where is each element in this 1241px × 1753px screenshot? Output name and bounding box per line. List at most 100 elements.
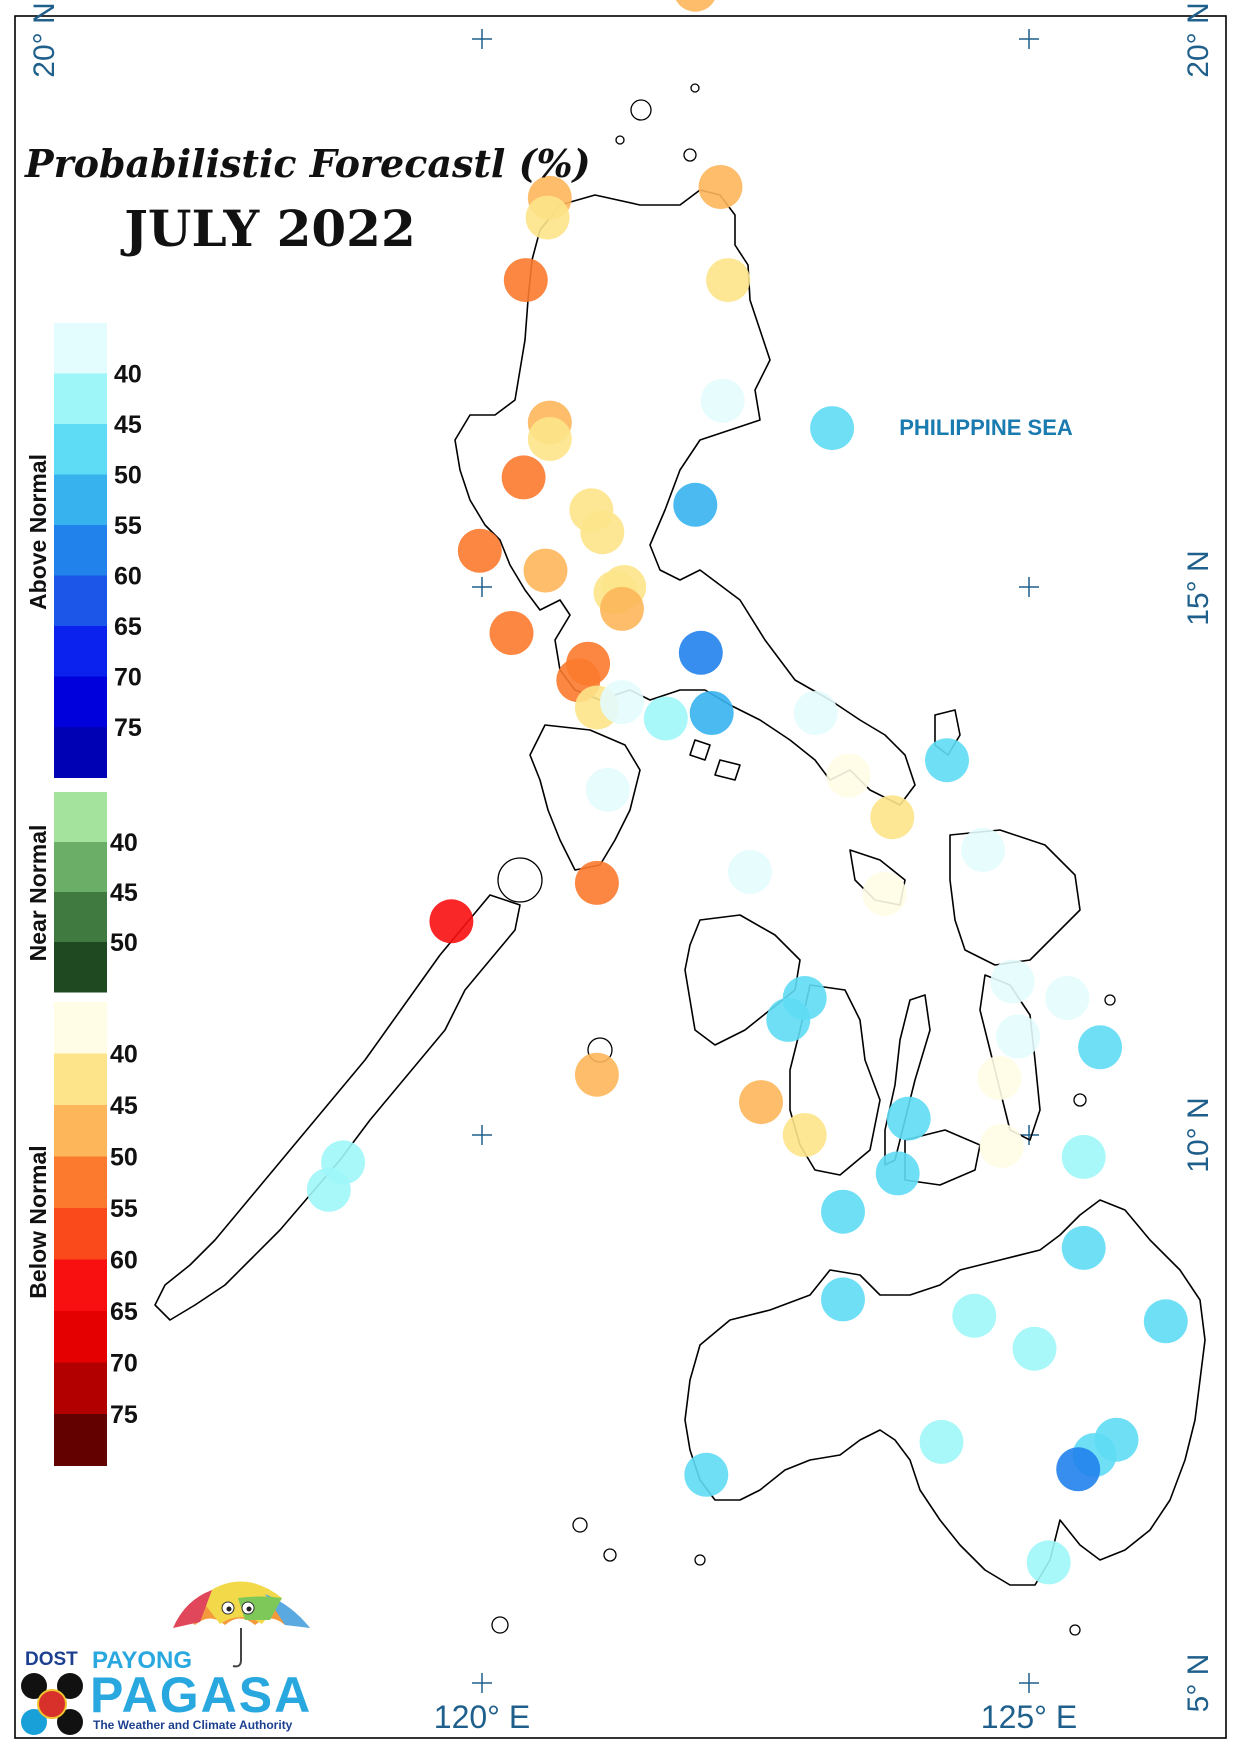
- legend-swatch: [54, 323, 107, 374]
- legend-near-swatches: [54, 792, 107, 993]
- station-marker: [523, 548, 568, 593]
- station-marker: [875, 1151, 920, 1196]
- legend-swatch: [54, 1311, 107, 1363]
- samar-outline: [949, 829, 1081, 966]
- station-marker: [600, 586, 644, 631]
- legend-tick-label: 40: [110, 829, 138, 857]
- legend-swatch: [54, 676, 107, 728]
- legend-near-title: Near Normal: [25, 825, 51, 962]
- station-marker: [1045, 976, 1090, 1020]
- legend-above-ticks: 40 45 50 55 60 65 70 75: [114, 361, 142, 743]
- legend-near-ticks: 40 45 50: [110, 829, 138, 957]
- lat-label-20-left: 20° N: [28, 2, 61, 77]
- station-marker: [501, 455, 546, 500]
- legend-near-normal: Near Normal 40 45 50: [25, 792, 138, 993]
- station-marker: [886, 1096, 931, 1141]
- legend-tick-label: 45: [114, 411, 142, 439]
- legend-tick-label: 65: [110, 1298, 138, 1326]
- legend-swatch: [54, 942, 107, 993]
- leyte-outline: [979, 974, 1041, 1141]
- lon-label-125: 125° E: [981, 1699, 1077, 1735]
- lat-label-15-right: 15° N: [1182, 550, 1215, 625]
- legend-swatch: [54, 474, 107, 526]
- station-marker: [525, 195, 570, 240]
- lat-label-20-right: 20° N: [1182, 2, 1215, 77]
- station-marker: [1143, 1299, 1188, 1344]
- legend-swatch: [54, 1053, 107, 1106]
- legend-above-normal: Above Normal 40 45 50 55 60 65 70 75: [25, 323, 142, 778]
- palawan-outline: [154, 894, 521, 1321]
- legend-tick-label: 70: [114, 664, 142, 692]
- legend-swatch: [54, 792, 107, 843]
- lat-label-10-right: 10° N: [1182, 1097, 1215, 1172]
- station-marker: [700, 378, 745, 423]
- station-marker: [1026, 1540, 1071, 1585]
- legend-swatch: [54, 626, 107, 677]
- dost-seal-icon: [21, 1673, 83, 1735]
- station-marker: [585, 767, 630, 812]
- legend-tick-label: 50: [110, 1144, 138, 1172]
- legend-swatch: [54, 892, 107, 943]
- station-marker: [952, 1293, 997, 1338]
- legend-below-ticks: 40 45 50 55 60 65 70 75: [110, 1041, 138, 1430]
- legend-swatch: [54, 1105, 107, 1157]
- legend-swatch: [54, 1002, 107, 1054]
- station-marker: [643, 696, 688, 741]
- lon-label-120: 120° E: [434, 1699, 530, 1735]
- legend-tick-label: 40: [110, 1041, 138, 1069]
- station-marker: [457, 528, 502, 573]
- legend-tick-label: 75: [114, 714, 142, 742]
- station-marker: [766, 997, 811, 1042]
- legend-swatch: [54, 373, 107, 425]
- legend-tick-label: 70: [110, 1350, 138, 1378]
- legend-tick-label: 45: [110, 879, 138, 907]
- station-marker: [698, 165, 743, 209]
- station-marker: [793, 691, 838, 735]
- legend-tick-label: 60: [110, 1247, 138, 1275]
- legend-swatch: [54, 1208, 107, 1260]
- legend-tick-label: 75: [110, 1401, 138, 1429]
- station-marker: [977, 1056, 1022, 1100]
- station-marker: [1012, 1326, 1057, 1371]
- legend-above-title: Above Normal: [25, 454, 51, 610]
- station-marker: [870, 795, 915, 840]
- station-marker: [810, 406, 855, 451]
- umbrella-icon: [173, 1581, 310, 1668]
- legend-tick-label: 65: [114, 613, 142, 641]
- station-marker: [990, 959, 1035, 1004]
- station-marker: [1061, 1225, 1106, 1270]
- station-marker: [862, 871, 907, 916]
- logo-payong-text: PAYONG: [92, 1647, 192, 1674]
- pagasa-logo: DOST PAYONG PAGASA The Weather and Clima…: [21, 1581, 310, 1735]
- station-marker: [574, 860, 619, 905]
- station-marker: [503, 258, 548, 303]
- station-marker: [306, 1167, 351, 1212]
- forecast-stations: [306, 0, 1188, 1585]
- map-subtitle: JULY 2022: [120, 199, 415, 258]
- negros-outline: [789, 984, 881, 1176]
- station-marker: [673, 482, 718, 527]
- legend-tick-label: 55: [114, 512, 142, 540]
- station-marker: [527, 417, 572, 461]
- station-marker: [728, 850, 772, 894]
- legend-tick-label: 55: [110, 1195, 138, 1223]
- legend-below-normal: Below Normal 40 45 50 55 60 65 70 75: [25, 1002, 138, 1466]
- legend-swatch: [54, 424, 107, 475]
- legend-above-swatches: [54, 323, 107, 778]
- legend-tick-label: 50: [110, 929, 138, 957]
- station-marker: [961, 828, 1006, 872]
- panay-outline: [684, 914, 801, 1046]
- legend-tick-label: 40: [114, 361, 142, 389]
- legend-tick-label: 45: [110, 1092, 138, 1120]
- legend-tick-label: 50: [114, 462, 142, 490]
- station-marker: [675, 0, 715, 12]
- station-marker: [826, 753, 871, 798]
- station-marker: [925, 738, 969, 783]
- station-marker: [739, 1080, 783, 1125]
- station-marker: [919, 1419, 964, 1464]
- legend-below-title: Below Normal: [25, 1145, 51, 1298]
- station-marker: [782, 1113, 827, 1157]
- map-title: Probabilistic Forecastl (%): [24, 141, 591, 186]
- sea-label: PHILIPPINE SEA: [899, 415, 1073, 440]
